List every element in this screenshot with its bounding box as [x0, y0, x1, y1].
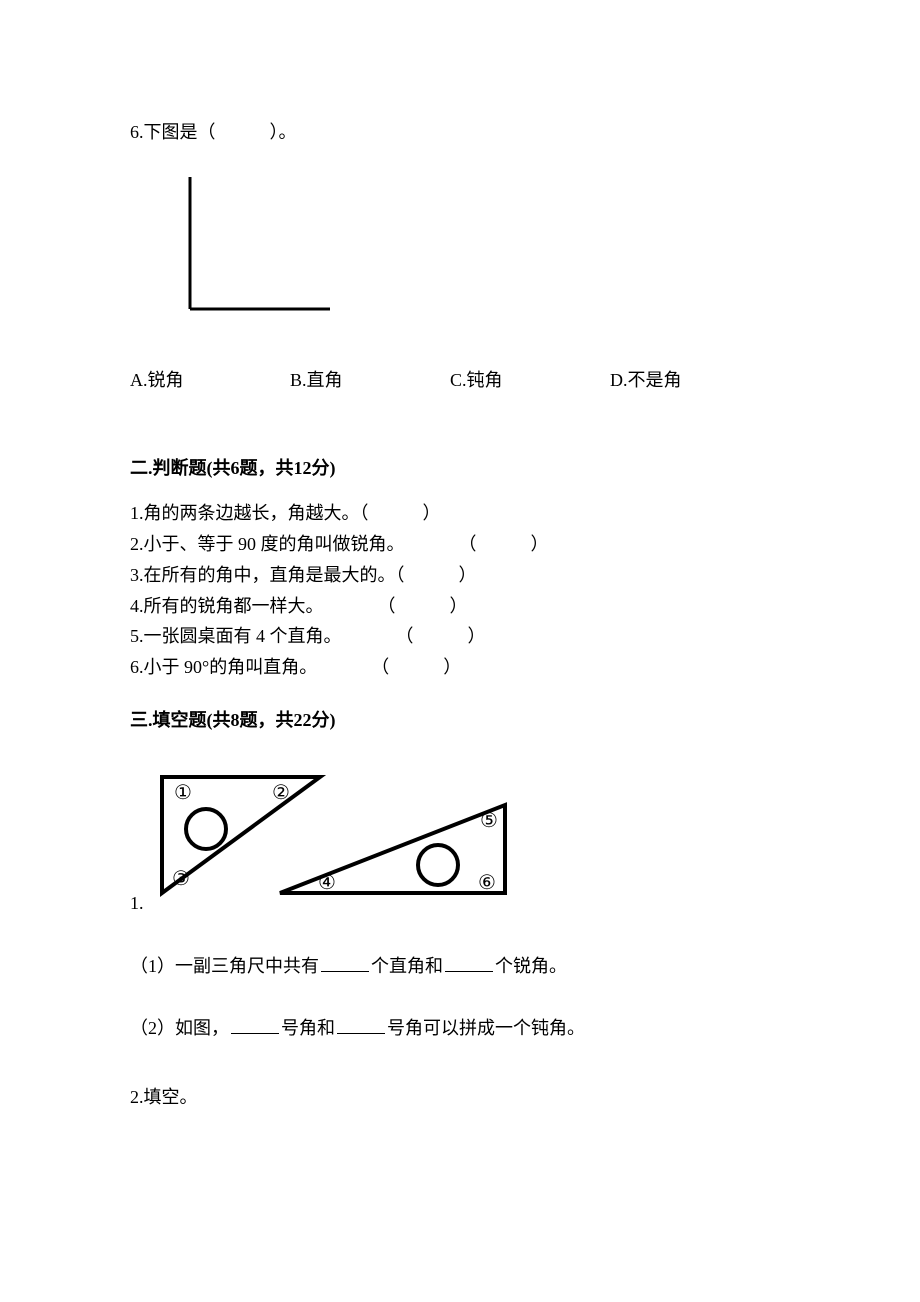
- judge-item: 6.小于 90°的角叫直角。 （ ）: [130, 653, 920, 682]
- text: 号角和: [281, 1018, 335, 1038]
- q6-figure: [160, 177, 920, 326]
- section3-title: 三.填空题(共8题，共22分): [130, 706, 920, 735]
- fill-q1-line1: （1）一副三角尺中共有 个直角和 个锐角。: [130, 952, 920, 981]
- fill-q1-line2: （2）如图， 号角和 号角可以拼成一个钝角。: [130, 1014, 920, 1043]
- judge-item: 1.角的两条边越长，角越大。（ ）: [130, 499, 920, 528]
- q6-option-c: C.钝角: [450, 366, 610, 395]
- svg-text:⑥: ⑥: [478, 872, 496, 894]
- svg-text:③: ③: [172, 868, 190, 890]
- section2-title: 二.判断题(共6题，共12分): [130, 454, 920, 483]
- q6-options: A.锐角 B.直角 C.钝角 D.不是角: [130, 366, 920, 395]
- svg-text:④: ④: [318, 872, 336, 894]
- judge-item: 4.所有的锐角都一样大。 （ ）: [130, 592, 920, 621]
- blank: [337, 1015, 385, 1034]
- q6-option-a: A.锐角: [130, 366, 290, 395]
- text: （1）一副三角尺中共有: [130, 956, 319, 976]
- fill-q2: 2.填空。: [130, 1083, 920, 1112]
- q6-prompt: 6.下图是（ ）。: [130, 118, 920, 147]
- fill-q1-prefix: 1.: [130, 889, 144, 918]
- svg-text:②: ②: [272, 782, 290, 804]
- q6-option-b: B.直角: [290, 366, 450, 395]
- judge-item: 5.一张圆桌面有 4 个直角。 （ ）: [130, 622, 920, 651]
- fill-q1-row: 1. ① ② ③ ④ ⑤ ⑥: [130, 751, 920, 918]
- q6-option-d: D.不是角: [610, 366, 770, 395]
- svg-text:①: ①: [174, 782, 192, 804]
- judge-item: 3.在所有的角中，直角是最大的。（ ）: [130, 561, 920, 590]
- text: 个直角和: [371, 956, 443, 976]
- section2-list: 1.角的两条边越长，角越大。（ ） 2.小于、等于 90 度的角叫做锐角。 （ …: [130, 499, 920, 682]
- svg-text:⑤: ⑤: [480, 810, 498, 832]
- text: 个锐角。: [495, 956, 567, 976]
- text: 号角可以拼成一个钝角。: [387, 1018, 585, 1038]
- blank: [321, 953, 369, 972]
- blank: [231, 1015, 279, 1034]
- text: （2）如图，: [130, 1018, 229, 1038]
- judge-item: 2.小于、等于 90 度的角叫做锐角。 （ ）: [130, 530, 920, 559]
- fill-q1-figure: ① ② ③ ④ ⑤ ⑥: [150, 765, 520, 914]
- blank: [445, 953, 493, 972]
